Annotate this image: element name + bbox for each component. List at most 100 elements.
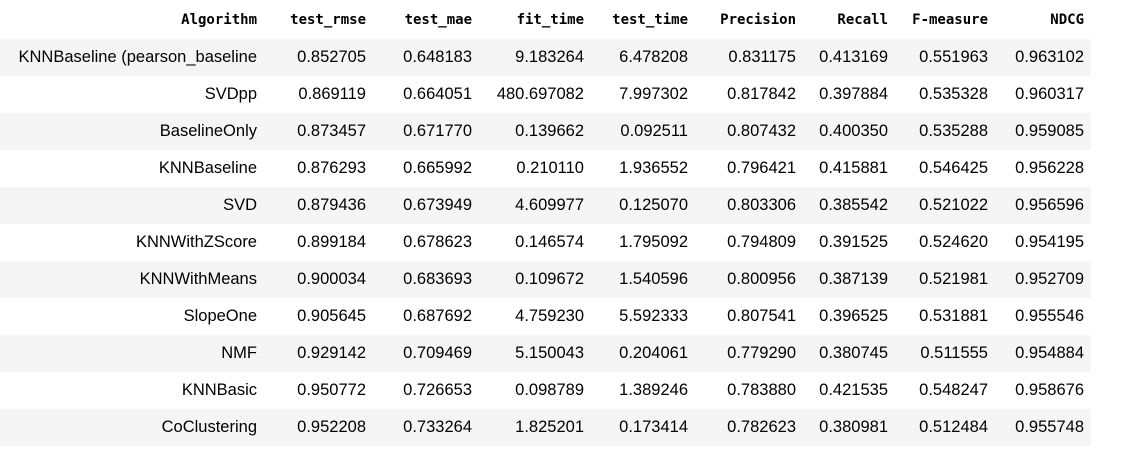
cell-f-measure: 0.511555 xyxy=(895,335,995,372)
cell-test-time: 1.936552 xyxy=(591,150,695,187)
cell-test-rmse: 0.879436 xyxy=(264,187,373,224)
cell-test-time: 1.389246 xyxy=(591,372,695,409)
cell-recall: 0.380745 xyxy=(803,335,895,372)
cell-f-measure: 0.548247 xyxy=(895,372,995,409)
cell-recall: 0.385542 xyxy=(803,187,895,224)
table-row: KNNBaseline (pearson_baseline 0.852705 0.6… xyxy=(0,39,1091,76)
cell-f-measure: 0.531881 xyxy=(895,298,995,335)
cell-fit-time: 5.150043 xyxy=(479,335,591,372)
cell-algorithm: NMF xyxy=(0,335,264,372)
cell-test-rmse: 0.905645 xyxy=(264,298,373,335)
cell-test-mae: 0.678623 xyxy=(373,224,479,261)
header-test-mae: test_mae xyxy=(404,11,472,28)
cell-test-mae: 0.665992 xyxy=(373,150,479,187)
cell-test-rmse: 0.950772 xyxy=(264,372,373,409)
table-row: KNNBaseline 0.876293 0.665992 0.210110 1.936… xyxy=(0,150,1091,187)
cell-ndcg: 0.963102 xyxy=(995,39,1091,76)
cell-test-mae: 0.683693 xyxy=(373,261,479,298)
header-recall: Recall xyxy=(837,11,888,28)
header-precision: Precision xyxy=(720,11,796,28)
header-test-time: test_time xyxy=(612,11,688,28)
cell-recall: 0.396525 xyxy=(803,298,895,335)
cell-fit-time: 0.139662 xyxy=(479,113,591,150)
header-ndcg: NDCG xyxy=(1050,11,1084,28)
cell-f-measure: 0.524620 xyxy=(895,224,995,261)
cell-fit-time: 0.146574 xyxy=(479,224,591,261)
cell-fit-time: 4.759230 xyxy=(479,298,591,335)
table-row: SVD 0.879436 0.673949 4.609977 0.125070 0.803… xyxy=(0,187,1091,224)
table-row: BaselineOnly 0.873457 0.671770 0.139662 0.09… xyxy=(0,113,1091,150)
cell-recall: 0.391525 xyxy=(803,224,895,261)
table-row: KNNWithZScore 0.899184 0.678623 0.146574 1.7… xyxy=(0,224,1091,261)
cell-precision: 0.817842 xyxy=(695,76,803,113)
cell-test-rmse: 0.899184 xyxy=(264,224,373,261)
cell-ndcg: 0.955748 xyxy=(995,409,1091,446)
cell-algorithm: SVD xyxy=(0,187,264,224)
cell-test-time: 1.795092 xyxy=(591,224,695,261)
cell-test-rmse: 0.876293 xyxy=(264,150,373,187)
cell-test-rmse: 0.900034 xyxy=(264,261,373,298)
header-row: Algorithm test_rmse test_mae fit_time te… xyxy=(0,0,1091,39)
cell-f-measure: 0.551963 xyxy=(895,39,995,76)
cell-test-mae: 0.709469 xyxy=(373,335,479,372)
cell-algorithm: BaselineOnly xyxy=(0,113,264,150)
cell-f-measure: 0.521022 xyxy=(895,187,995,224)
table-row: SlopeOne 0.905645 0.687692 4.759230 5.592333… xyxy=(0,298,1091,335)
cell-precision: 0.807541 xyxy=(695,298,803,335)
cell-algorithm: KNNBaseline (pearson_baseline xyxy=(0,39,264,76)
cell-fit-time: 9.183264 xyxy=(479,39,591,76)
cell-recall: 0.421535 xyxy=(803,372,895,409)
table-row: SVDpp 0.869119 0.664051 480.697082 7.997302 0… xyxy=(0,76,1091,113)
cell-test-time: 0.204061 xyxy=(591,335,695,372)
cell-precision: 0.783880 xyxy=(695,372,803,409)
cell-precision: 0.794809 xyxy=(695,224,803,261)
cell-ndcg: 0.956228 xyxy=(995,150,1091,187)
cell-precision: 0.803306 xyxy=(695,187,803,224)
header-test-rmse: test_rmse xyxy=(290,11,366,28)
cell-fit-time: 1.825201 xyxy=(479,409,591,446)
cell-algorithm: KNNBaseline xyxy=(0,150,264,187)
cell-algorithm: SlopeOne xyxy=(0,298,264,335)
table-header: Algorithm test_rmse test_mae fit_time te… xyxy=(0,0,1091,39)
cell-test-time: 5.592333 xyxy=(591,298,695,335)
cell-recall: 0.415881 xyxy=(803,150,895,187)
table-body: KNNBaseline (pearson_baseline 0.852705 0.6… xyxy=(0,39,1091,446)
cell-algorithm: KNNWithZScore xyxy=(0,224,264,261)
cell-test-rmse: 0.873457 xyxy=(264,113,373,150)
cell-test-mae: 0.671770 xyxy=(373,113,479,150)
cell-ndcg: 0.958676 xyxy=(995,372,1091,409)
cell-recall: 0.400350 xyxy=(803,113,895,150)
table-row: KNNWithMeans 0.900034 0.683693 0.109672 1.54… xyxy=(0,261,1091,298)
cell-algorithm: SVDpp xyxy=(0,76,264,113)
cell-recall: 0.387139 xyxy=(803,261,895,298)
cell-precision: 0.807432 xyxy=(695,113,803,150)
cell-test-time: 6.478208 xyxy=(591,39,695,76)
cell-test-mae: 0.648183 xyxy=(373,39,479,76)
cell-ndcg: 0.954195 xyxy=(995,224,1091,261)
cell-ndcg: 0.955546 xyxy=(995,298,1091,335)
cell-recall: 0.380981 xyxy=(803,409,895,446)
cell-algorithm: KNNBasic xyxy=(0,372,264,409)
cell-precision: 0.796421 xyxy=(695,150,803,187)
cell-test-mae: 0.733264 xyxy=(373,409,479,446)
header-f-measure: F-measure xyxy=(912,11,988,28)
cell-f-measure: 0.546425 xyxy=(895,150,995,187)
cell-test-time: 0.092511 xyxy=(591,113,695,150)
cell-test-time: 0.173414 xyxy=(591,409,695,446)
cell-precision: 0.779290 xyxy=(695,335,803,372)
cell-f-measure: 0.535288 xyxy=(895,113,995,150)
cell-fit-time: 480.697082 xyxy=(479,76,591,113)
cell-ndcg: 0.960317 xyxy=(995,76,1091,113)
cell-test-rmse: 0.852705 xyxy=(264,39,373,76)
cell-test-rmse: 0.869119 xyxy=(264,76,373,113)
results-table: Algorithm test_rmse test_mae fit_time te… xyxy=(0,0,1091,446)
cell-recall: 0.397884 xyxy=(803,76,895,113)
cell-test-mae: 0.664051 xyxy=(373,76,479,113)
cell-algorithm: KNNWithMeans xyxy=(0,261,264,298)
cell-fit-time: 4.609977 xyxy=(479,187,591,224)
cell-test-rmse: 0.929142 xyxy=(264,335,373,372)
header-algorithm: Algorithm xyxy=(181,11,257,28)
cell-precision: 0.831175 xyxy=(695,39,803,76)
cell-ndcg: 0.956596 xyxy=(995,187,1091,224)
